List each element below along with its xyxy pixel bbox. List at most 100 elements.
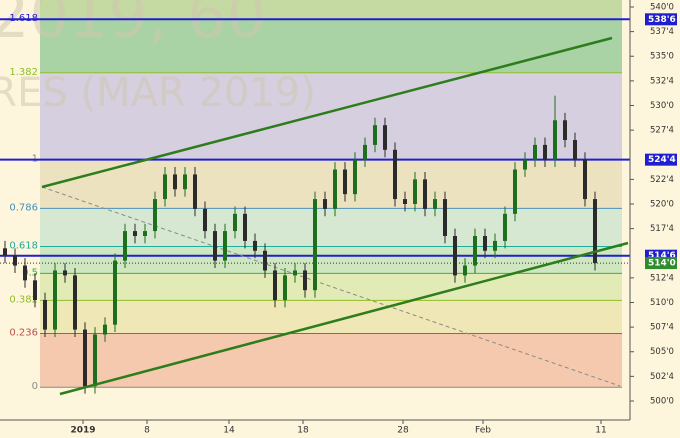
y-tick-label: 500'0 xyxy=(650,396,674,406)
candle-body xyxy=(73,275,77,330)
price-label: 514'0 xyxy=(648,259,676,269)
candle-body xyxy=(153,199,157,232)
candle-body xyxy=(243,213,247,241)
candle-body xyxy=(563,120,567,140)
candle-body xyxy=(93,334,97,387)
y-tick-label: 540'0 xyxy=(650,2,674,12)
x-axis xyxy=(0,420,680,438)
candle-body xyxy=(233,213,237,232)
candle-body xyxy=(283,275,287,301)
candle-body xyxy=(493,240,497,251)
x-tick-label: 14 xyxy=(223,426,235,436)
fib-label: 0.786 xyxy=(9,202,38,213)
fib-zone xyxy=(40,72,622,160)
fib-zone xyxy=(40,300,622,334)
x-tick-label: 11 xyxy=(595,426,606,436)
fib-label: 0.382 xyxy=(9,294,38,305)
y-tick-label: 527'4 xyxy=(650,126,674,136)
candle-body xyxy=(223,231,227,261)
candle-body xyxy=(353,159,357,195)
candle-body xyxy=(53,270,57,330)
y-tick-label: 517'4 xyxy=(650,224,674,234)
y-axis xyxy=(630,0,680,438)
channel-line xyxy=(59,241,629,396)
candle-body xyxy=(523,159,527,170)
candle-body xyxy=(443,199,447,237)
fib-zone xyxy=(40,333,622,388)
fib-label: 0.5 xyxy=(22,267,38,278)
candle-body xyxy=(583,159,587,200)
fib-label: 0.618 xyxy=(9,241,38,252)
candle-body xyxy=(323,199,327,209)
candle-body xyxy=(173,174,177,190)
candle-body xyxy=(293,270,297,276)
candle-body xyxy=(343,169,347,195)
candle-body xyxy=(533,144,537,160)
price-box xyxy=(645,257,677,270)
x-tick-label: 28 xyxy=(397,426,409,436)
y-tick-label: 537'4 xyxy=(650,27,674,37)
candle-body xyxy=(43,300,47,330)
candle-body xyxy=(333,169,337,209)
candle-body xyxy=(453,236,457,276)
candle-body xyxy=(13,255,17,266)
candle-body xyxy=(413,179,417,204)
price-box xyxy=(645,13,677,26)
fib-label: 0.236 xyxy=(9,328,38,339)
candle-body xyxy=(83,329,87,387)
candle-body xyxy=(483,236,487,251)
price-box xyxy=(645,153,677,166)
candle-body xyxy=(273,270,277,301)
candle-body xyxy=(253,240,257,251)
y-tick-label: 505'0 xyxy=(650,347,674,357)
fib-label: 1.382 xyxy=(9,67,38,78)
candle-body xyxy=(433,199,437,209)
fib-zone xyxy=(40,208,622,247)
candle-body xyxy=(393,149,397,200)
x-tick-label: 2019 xyxy=(70,426,95,436)
candle-body xyxy=(503,213,507,241)
candle-body xyxy=(403,199,407,204)
fib-zone xyxy=(40,19,622,73)
candle-body xyxy=(103,324,107,335)
y-tick-label: 520'0 xyxy=(650,199,674,209)
candle-body xyxy=(63,270,67,276)
watermark: URES (MAR 2019) xyxy=(0,70,316,116)
candle-body xyxy=(373,125,377,145)
candle-body xyxy=(143,231,147,237)
price-label: 538'6 xyxy=(648,15,676,25)
y-tick-label: 510'0 xyxy=(650,298,674,308)
candle-body xyxy=(553,120,557,160)
candle-body xyxy=(313,199,317,291)
candle-body xyxy=(213,231,217,261)
candle-body xyxy=(163,174,167,200)
y-tick-label: 512'4 xyxy=(650,273,674,283)
candle-body xyxy=(193,174,197,209)
x-tick-label: Feb xyxy=(475,426,491,436)
candle-body xyxy=(463,265,467,276)
candle-body xyxy=(543,144,547,160)
fib-zone xyxy=(40,273,622,301)
price-label: 524'4 xyxy=(648,155,676,165)
candle-body xyxy=(423,179,427,209)
trend-line xyxy=(41,186,621,387)
y-tick-label: 522'4 xyxy=(650,175,674,185)
candle-body xyxy=(303,270,307,291)
channel-line xyxy=(41,36,613,189)
candle-body xyxy=(3,248,7,256)
candle-body xyxy=(263,250,267,271)
candle-body xyxy=(123,231,127,261)
candle-body xyxy=(33,280,37,301)
price-label: 514'6 xyxy=(648,251,676,261)
fib-zone xyxy=(40,0,622,20)
price-box xyxy=(645,249,677,262)
fib-label: 0 xyxy=(32,381,38,392)
x-tick-label: 18 xyxy=(297,426,309,436)
candle-body xyxy=(203,208,207,232)
fib-zone xyxy=(40,246,622,274)
candle-body xyxy=(593,199,597,264)
x-tick-label: 8 xyxy=(144,426,150,436)
candle-body xyxy=(363,144,367,160)
candle-body xyxy=(473,236,477,266)
